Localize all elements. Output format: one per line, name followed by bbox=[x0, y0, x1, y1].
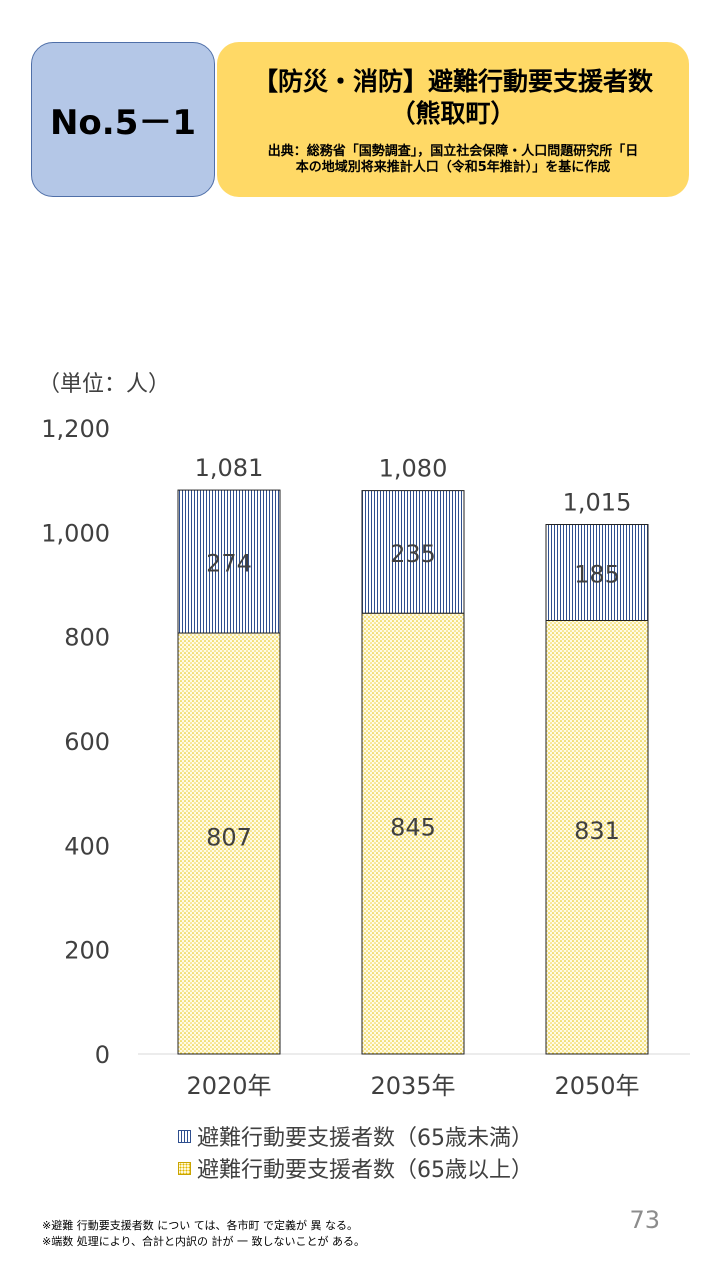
source-note: 出典：総務省「国勢調査」，国立社会保障・人口問題研究所「日 本の地域別将来推計人… bbox=[231, 144, 675, 176]
legend-item-under65: 避難行動要支援者数（65歳未満） bbox=[178, 1120, 533, 1152]
source-line-2: 本の地域別将来推計人口（令和5年推計）」を基に作成 bbox=[295, 160, 611, 175]
y-tick-label: 200 bbox=[64, 937, 110, 965]
data-label-under65: 185 bbox=[574, 561, 620, 589]
bar-under65 bbox=[545, 524, 649, 621]
page-number: 73 bbox=[629, 1206, 660, 1234]
y-tick-label: 800 bbox=[64, 624, 110, 652]
data-label-under65: 235 bbox=[390, 540, 436, 568]
bar-over65 bbox=[177, 632, 281, 1055]
bar-over65 bbox=[545, 619, 649, 1055]
data-label-total: 1,081 bbox=[195, 454, 264, 482]
legend-item-over65: 避難行動要支援者数（65歳以上） bbox=[178, 1152, 533, 1184]
bar-over65 bbox=[361, 612, 465, 1055]
bar-under65 bbox=[361, 490, 465, 614]
footnote-1: ※避難 行動要支援者数 につい ては、各市町 で定義が 異 なる。 bbox=[42, 1219, 358, 1232]
y-tick-label: 0 bbox=[95, 1041, 110, 1069]
legend-label-over65: 避難行動要支援者数（65歳以上） bbox=[197, 1158, 533, 1183]
stacked-bar-chart: 0 200 400 600 800 1,000 1,200 807 274 1,081 845 23… bbox=[41, 415, 690, 1100]
data-label-total: 1,080 bbox=[379, 455, 448, 483]
data-label-over65: 807 bbox=[206, 824, 252, 852]
slide-number: No.5－1 bbox=[49, 103, 197, 143]
title-box: 【防災・消防】避難行動要支援者数 （熊取町） 出典：総務省「国勢調査」，国立社会… bbox=[217, 42, 689, 197]
chart-title: 【防災・消防】避難行動要支援者数 （熊取町） bbox=[231, 66, 675, 130]
legend-swatch-over65 bbox=[178, 1161, 191, 1175]
source-line-1: 出典：総務省「国勢調査」，国立社会保障・人口問題研究所「日 bbox=[267, 144, 639, 159]
data-label-total: 1,015 bbox=[563, 489, 632, 517]
legend-swatch-under65 bbox=[178, 1129, 191, 1143]
title-line-1: 【防災・消防】避難行動要支援者数 bbox=[252, 67, 653, 96]
data-label-over65: 831 bbox=[574, 817, 620, 845]
legend-label-under65: 避難行動要支援者数（65歳未満） bbox=[197, 1126, 533, 1151]
y-tick-label: 1,200 bbox=[41, 415, 110, 443]
unit-label: （単位：人） bbox=[38, 372, 171, 397]
legend: 避難行動要支援者数（65歳未満） 避難行動要支援者数（65歳以上） bbox=[178, 1120, 533, 1184]
footnote-2: ※端数 処理により、合計と内訳の 計が 一 致しないことが ある。 bbox=[42, 1235, 366, 1248]
x-tick-label: 2020年 bbox=[186, 1072, 271, 1100]
y-tick-label: 1,000 bbox=[41, 519, 110, 547]
footnotes: ※避難 行動要支援者数 につい ては、各市町 で定義が 異 なる。 ※端数 処理… bbox=[42, 1218, 365, 1250]
y-tick-label: 400 bbox=[64, 832, 110, 860]
y-tick-label: 600 bbox=[64, 728, 110, 756]
data-label-under65: 274 bbox=[206, 550, 252, 578]
title-line-2: （熊取町） bbox=[390, 99, 516, 128]
x-tick-label: 2035年 bbox=[370, 1072, 455, 1100]
data-label-over65: 845 bbox=[390, 814, 436, 842]
bar-under65 bbox=[177, 489, 281, 634]
slide-number-box: No.5－1 bbox=[31, 42, 215, 197]
x-tick-label: 2050年 bbox=[554, 1072, 639, 1100]
